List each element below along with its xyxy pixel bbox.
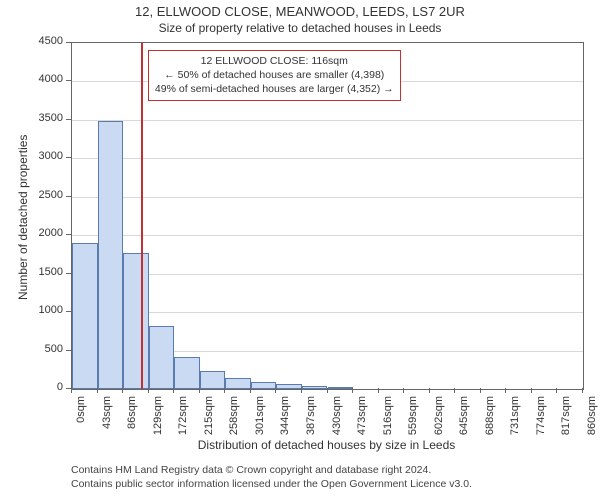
grid-line — [72, 197, 583, 198]
x-tick — [327, 388, 328, 393]
x-tick-label: 86sqm — [126, 396, 138, 446]
x-tick-label: 602sqm — [433, 396, 445, 446]
footer-line-1: Contains HM Land Registry data © Crown c… — [71, 464, 431, 476]
y-tick-label: 3000 — [27, 150, 63, 162]
x-axis-label: Distribution of detached houses by size … — [71, 438, 582, 452]
y-tick — [66, 119, 71, 120]
x-tick-label: 0sqm — [75, 396, 87, 446]
y-tick-label: 500 — [27, 343, 63, 355]
histogram-bar — [328, 387, 354, 389]
annotation-line-1: 12 ELLWOOD CLOSE: 116sqm — [155, 54, 394, 68]
x-tick — [275, 388, 276, 393]
histogram-bar — [98, 121, 124, 389]
x-tick — [148, 388, 149, 393]
y-tick-label: 1500 — [27, 266, 63, 278]
chart-subtitle: Size of property relative to detached ho… — [0, 21, 600, 35]
histogram-bar — [302, 386, 328, 389]
histogram-bar — [251, 382, 277, 389]
grid-line — [72, 120, 583, 121]
y-tick-label: 3500 — [27, 112, 63, 124]
x-tick — [480, 388, 481, 393]
x-tick-label: 344sqm — [279, 396, 291, 446]
annotation-line-3: 49% of semi-detached houses are larger (… — [155, 82, 394, 96]
histogram-bar — [276, 384, 302, 389]
x-tick — [173, 388, 174, 393]
x-tick — [531, 388, 532, 393]
x-tick-label: 559sqm — [407, 396, 419, 446]
x-tick-label: 172sqm — [177, 396, 189, 446]
y-tick-label: 0 — [27, 381, 63, 393]
x-tick-label: 301sqm — [254, 396, 266, 446]
histogram-bar — [149, 326, 175, 389]
x-tick — [505, 388, 506, 393]
histogram-bar — [174, 357, 200, 389]
x-tick-label: 731sqm — [509, 396, 521, 446]
x-tick — [301, 388, 302, 393]
y-tick — [66, 350, 71, 351]
y-tick-label: 4000 — [27, 73, 63, 85]
y-tick-label: 1000 — [27, 304, 63, 316]
histogram-bar — [200, 371, 226, 389]
property-marker-line — [141, 43, 143, 389]
annotation-line-2: ← 50% of detached houses are smaller (4,… — [155, 68, 394, 82]
x-tick-label: 430sqm — [331, 396, 343, 446]
chart-title: 12, ELLWOOD CLOSE, MEANWOOD, LEEDS, LS7 … — [0, 4, 600, 19]
x-tick-label: 43sqm — [101, 396, 113, 446]
y-tick — [66, 157, 71, 158]
x-tick — [199, 388, 200, 393]
x-tick — [97, 388, 98, 393]
x-tick-label: 129sqm — [152, 396, 164, 446]
x-tick — [582, 388, 583, 393]
x-tick — [352, 388, 353, 393]
x-tick-label: 258sqm — [228, 396, 240, 446]
x-tick-label: 817sqm — [560, 396, 572, 446]
y-tick-label: 2500 — [27, 189, 63, 201]
y-tick — [66, 273, 71, 274]
x-tick — [429, 388, 430, 393]
y-tick — [66, 311, 71, 312]
x-tick — [224, 388, 225, 393]
y-tick — [66, 234, 71, 235]
y-tick — [66, 42, 71, 43]
grid-line — [72, 312, 583, 313]
x-tick — [71, 388, 72, 393]
x-tick-label: 860sqm — [586, 396, 598, 446]
x-tick-label: 645sqm — [458, 396, 470, 446]
x-tick — [454, 388, 455, 393]
annotation-box: 12 ELLWOOD CLOSE: 116sqm← 50% of detache… — [148, 50, 401, 101]
x-tick — [122, 388, 123, 393]
y-tick-label: 4500 — [27, 35, 63, 47]
y-tick — [66, 196, 71, 197]
x-tick-label: 774sqm — [535, 396, 547, 446]
x-tick — [378, 388, 379, 393]
grid-line — [72, 158, 583, 159]
x-tick-label: 473sqm — [356, 396, 368, 446]
y-tick-label: 2000 — [27, 227, 63, 239]
histogram-bar — [225, 378, 251, 389]
grid-line — [72, 274, 583, 275]
x-tick-label: 688sqm — [484, 396, 496, 446]
x-tick-label: 215sqm — [203, 396, 215, 446]
footer-line-2: Contains public sector information licen… — [71, 478, 472, 490]
x-tick — [556, 388, 557, 393]
histogram-bar — [72, 243, 98, 389]
x-tick — [403, 388, 404, 393]
x-tick — [250, 388, 251, 393]
histogram-bar — [123, 253, 149, 389]
grid-line — [72, 235, 583, 236]
x-tick-label: 387sqm — [305, 396, 317, 446]
x-tick-label: 516sqm — [382, 396, 394, 446]
y-tick — [66, 80, 71, 81]
